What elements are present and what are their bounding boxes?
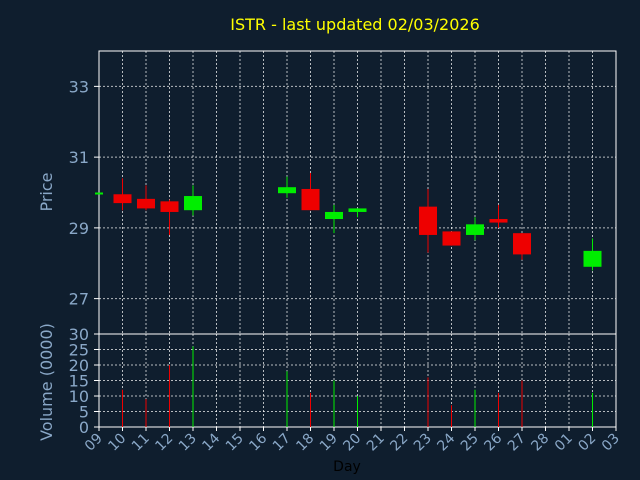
volume-bars — [122, 346, 593, 427]
candle-body — [160, 201, 179, 212]
chart-title: ISTR - last updated 02/03/2026 — [230, 15, 480, 34]
candle-body — [278, 187, 296, 194]
price-y-ticks: 27 29 31 33 — [69, 77, 99, 309]
price-y-tick-label: 27 — [69, 290, 89, 309]
volume-y-tick-label: 25 — [69, 341, 89, 360]
candle-body — [301, 188, 320, 211]
candle-body — [489, 219, 508, 223]
price-panel: 27 29 31 33 Price — [37, 50, 617, 335]
x-axis-label: Day — [333, 459, 361, 475]
candle-body — [113, 194, 132, 204]
candles — [95, 173, 602, 271]
candle-body — [442, 231, 461, 246]
price-y-label: Price — [37, 172, 56, 211]
candle-body — [466, 224, 484, 235]
volume-y-tick-label: 10 — [69, 387, 89, 406]
volume-y-tick-label: 30 — [69, 325, 89, 344]
candle-body — [348, 208, 367, 212]
volume-y-tick-label: 20 — [69, 356, 89, 375]
price-y-tick-label: 33 — [69, 77, 89, 96]
candle-body — [419, 206, 437, 235]
candle-body — [184, 196, 202, 211]
volume-y-tick-label: 0 — [79, 418, 89, 437]
candle-body — [137, 198, 155, 209]
volume-y-tick-label: 5 — [79, 403, 89, 422]
volume-y-label: Volume (0000) — [37, 323, 56, 441]
price-y-tick-label: 29 — [69, 219, 89, 238]
candle-body — [583, 250, 602, 267]
candle-body — [325, 211, 343, 220]
volume-y-tick-label: 15 — [69, 372, 89, 391]
price-y-tick-label: 31 — [69, 148, 89, 167]
candle-body — [513, 233, 531, 255]
candle-body — [95, 192, 103, 195]
